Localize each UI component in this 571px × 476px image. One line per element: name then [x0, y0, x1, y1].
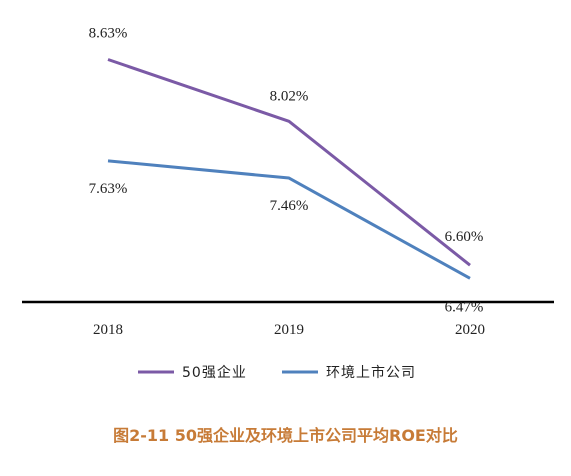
x-tick-label-2020: 2020 [455, 322, 485, 338]
legend: 50强企业 环境上市公司 [138, 364, 416, 381]
data-label-layer: 8.63% 8.02% 6.60% 7.63% 7.46% 6.47% [89, 25, 484, 315]
chart-caption: 图2-11 50强企业及环境上市公司平均ROE对比 [113, 426, 458, 445]
data-label-s2-2018: 7.63% [89, 181, 128, 197]
data-label-s2-2020: 6.47% [445, 299, 484, 315]
legend-label-1: 50强企业 [182, 364, 247, 381]
data-label-s1-2018: 8.63% [89, 25, 128, 41]
series-layer [107, 58, 471, 280]
series-line-1 [107, 58, 471, 267]
data-label-s2-2019: 7.46% [270, 198, 309, 214]
x-tick-label-2019: 2019 [274, 322, 304, 338]
roe-line-chart: 8.63%8.02%6.60%7.63%7.46%6.47% 2018 2019 2… [22, 25, 554, 381]
legend-label-2: 环境上市公司 [326, 364, 416, 381]
data-label-s1-2020: 6.60% [445, 229, 484, 245]
series-line-2 [107, 159, 471, 280]
x-tick-label-layer: 2018 2019 2020 [93, 322, 485, 338]
data-label-s1-2019: 8.02% [270, 88, 309, 104]
x-tick-label-2018: 2018 [93, 322, 123, 338]
